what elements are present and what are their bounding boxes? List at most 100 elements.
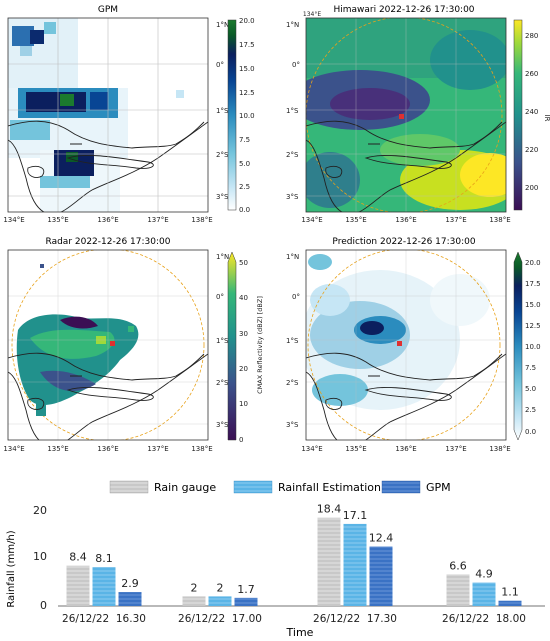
bar-label-rain-gauge-0: 8.4 (69, 551, 87, 564)
himawari-cbar-tick-2: 240 (525, 108, 538, 116)
radar-site-marker (110, 341, 115, 346)
legend-swatch-gpm (381, 480, 421, 494)
y-tick-0: 0 (40, 599, 47, 612)
chart-legend: Rain gauge Rainfall Estimation GPM (109, 480, 451, 494)
bar-gpm-0 (118, 592, 142, 606)
gpm-cbar-tick-1: 17.5 (239, 41, 255, 49)
himawari-radar-ring (306, 18, 503, 212)
himawari-lon-tick-0: 134°E (301, 216, 322, 224)
himawari-colorbar (513, 19, 523, 211)
prediction-cbar-tick-2: 15.0 (525, 301, 541, 309)
bar-rainfall-estimation-3 (472, 582, 496, 606)
himawari-cbar-tick-3: 220 (525, 146, 538, 154)
bar-label-rain-gauge-2: 18.4 (317, 503, 342, 516)
x-axis-label: Time (286, 626, 314, 639)
prediction-cbar-tick-5: 7.5 (525, 364, 536, 372)
y-axis-ticks: 20 10 0 (33, 504, 47, 612)
prediction-cbar-tick-8: 0.0 (525, 428, 536, 436)
gpm-title: GPM (98, 5, 118, 15)
bar-rain-gauge-0 (66, 565, 90, 606)
himawari-cbar-tick-0: 280 (525, 32, 538, 40)
bar-rainfall-estimation-2 (343, 523, 367, 606)
prediction-lat-tick-2: 1°S (286, 337, 299, 345)
himawari-cbar-tick-1: 260 (525, 70, 538, 78)
himawari-lat-tick-2: 1°S (286, 107, 299, 115)
bar-rain-gauge-2 (317, 517, 341, 606)
gpm-cbar-tick-4: 10.0 (239, 112, 255, 120)
bar-marks (66, 517, 522, 606)
gpm-cbar-tick-8: 0.0 (239, 206, 250, 214)
bar-rainfall-estimation-0 (92, 567, 116, 606)
x-category-label-1: 26/12/22 17.00 (178, 613, 262, 625)
gpm-cbar-tick-0: 20.0 (239, 17, 255, 25)
radar-cbar-tick-5: 0 (239, 436, 243, 444)
gpm-cbar-tick-3: 12.5 (239, 89, 255, 97)
himawari-site-marker (399, 114, 404, 119)
prediction-lon-tick-1: 135°E (345, 445, 366, 453)
gpm-cbar-tick-6: 5.0 (239, 160, 250, 168)
himawari-lon-tick-2: 136°E (395, 216, 416, 224)
radar-cbar-tick-2: 30 (239, 330, 248, 338)
gpm-cbar-tick-2: 15.0 (239, 65, 255, 73)
prediction-cbar-tick-4: 10.0 (525, 343, 541, 351)
radar-lat-tick-1: 0° (216, 293, 224, 301)
radar-lon-tick-3: 137°E (147, 445, 168, 453)
gpm-cbar-tick-5: 7.5 (239, 136, 250, 144)
bar-label-gpm-3: 1.1 (501, 586, 519, 599)
gpm-cbar-tick-7: 2.5 (239, 183, 250, 191)
radar-lon-tick-0: 134°E (3, 445, 24, 453)
x-category-label-2: 26/12/22 17.30 (313, 613, 397, 625)
bar-gpm-3 (498, 600, 522, 606)
prediction-title: Prediction 2022-12-26 17:30:00 (332, 237, 475, 247)
himawari-lon-tick-1: 135°E (345, 216, 366, 224)
x-category-label-0: 26/12/22 16.30 (62, 613, 146, 625)
prediction-colorbar (513, 251, 523, 441)
himawari-lat-tick-3: 2°S (286, 151, 299, 159)
bar-label-rain-gauge-1: 2 (191, 581, 198, 594)
himawari-lon-top-0: 134°E (303, 11, 321, 18)
prediction-cbar-tick-1: 17.5 (525, 280, 541, 288)
radar-range-ring (11, 250, 205, 440)
bar-rainfall-estimation-1 (208, 596, 232, 606)
himawari-lat-tick-1: 0° (292, 61, 300, 69)
radar-colorbar (227, 251, 237, 441)
gpm-lat-tick-3: 2°S (216, 151, 229, 159)
y-axis-label: Rainfall (mm/h) (6, 530, 17, 607)
prediction-site-marker (397, 341, 402, 346)
prediction-cbar-tick-3: 12.5 (525, 322, 541, 330)
legend-item-rainfall-estimation: Rainfall Estimation (233, 480, 381, 494)
himawari-lon-tick-4: 138°E (489, 216, 510, 224)
bar-label-rain-gauge-3: 6.6 (449, 559, 467, 572)
radar-lat-tick-4: 3°S (216, 421, 229, 429)
radar-lon-tick-1: 135°E (47, 445, 68, 453)
gpm-precip-cells (8, 18, 184, 212)
bar-label-gpm-1: 1.7 (237, 583, 255, 596)
prediction-cbar-tick-6: 5.0 (525, 385, 536, 393)
radar-cbar-tick-0: 50 (239, 259, 248, 267)
himawari-panel: Himawari 2022-12-26 17:30:00 (286, 5, 550, 224)
prediction-lat-tick-4: 3°S (286, 421, 299, 429)
radar-lat-tick-2: 1°S (216, 337, 229, 345)
radar-lat-tick-3: 2°S (216, 379, 229, 387)
legend-label-rain-gauge: Rain gauge (154, 481, 216, 494)
map-figure: GPM (3, 5, 550, 453)
bar-label-rainfall-estimation-0: 8.1 (95, 552, 113, 565)
gpm-lon-tick-3: 137°E (147, 216, 168, 224)
legend-item-gpm: GPM (381, 480, 451, 494)
bar-gpm-1 (234, 597, 258, 606)
himawari-lat-tick-4: 3°S (286, 193, 299, 201)
radar-title: Radar 2022-12-26 17:30:00 (46, 237, 171, 247)
bar-rain-gauge-1 (182, 596, 206, 606)
legend-label-gpm: GPM (426, 481, 451, 494)
gpm-panel: GPM (3, 5, 254, 224)
legend-item-rain-gauge: Rain gauge (109, 480, 216, 494)
legend-swatch-rainfall-estimation (233, 480, 273, 494)
prediction-lat-tick-0: 1°N (286, 253, 299, 261)
prediction-lat-tick-1: 0° (292, 293, 300, 301)
gpm-lon-tick-0: 134°E (3, 216, 24, 224)
himawari-cbar-tick-4: 200 (525, 184, 538, 192)
y-tick-10: 10 (33, 550, 47, 563)
himawari-cbar-label: IR (543, 115, 550, 122)
bar-gpm-2 (369, 546, 393, 606)
gpm-colorbar (227, 19, 237, 211)
